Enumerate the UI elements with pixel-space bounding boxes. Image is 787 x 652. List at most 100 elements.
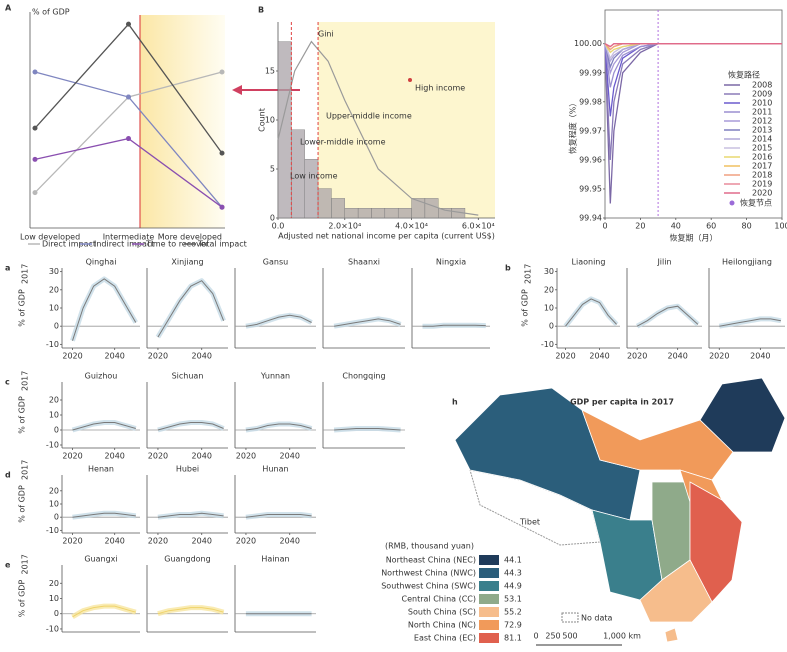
- scale-label: 250: [545, 632, 560, 641]
- x-tick-label: 2040: [192, 352, 212, 361]
- histogram-bar: [384, 207, 399, 219]
- x-tick-label: 2020: [62, 452, 82, 461]
- series-marker: [219, 204, 225, 210]
- x-tick-label: 2.0×10⁴: [328, 222, 361, 231]
- arrow-head: [232, 85, 242, 95]
- legend-swatch: [479, 620, 499, 630]
- legend-value: 44.3: [504, 569, 522, 578]
- series-line: [334, 428, 401, 431]
- y-axis-label: Count: [258, 108, 267, 132]
- panel-title: Ningxia: [436, 258, 466, 267]
- panel-label: A: [5, 4, 12, 13]
- panel-label: d: [5, 471, 11, 480]
- legend-swatch: [479, 633, 499, 643]
- legend-label: Total impact: [197, 240, 247, 249]
- scale-label: 0: [533, 632, 538, 641]
- panel-title: Guangdong: [164, 555, 210, 564]
- histogram-bar: [357, 207, 372, 219]
- y-tick-label: 100.00: [574, 39, 602, 48]
- legend-value: 72.9: [504, 621, 522, 630]
- scale-label: 500: [562, 632, 577, 641]
- series-marker: [32, 69, 38, 75]
- histogram-bar: [424, 198, 439, 219]
- panel-title: Liaoning: [572, 258, 606, 267]
- y-tick-label: 10: [49, 594, 59, 603]
- legend-swatch: [479, 555, 499, 565]
- y-tick-label: 99.98: [579, 97, 602, 106]
- panel-title: Chongqing: [342, 372, 385, 381]
- series-marker: [219, 69, 225, 75]
- x-tick-label: 20: [635, 222, 645, 231]
- legend-label: South China (SC): [408, 608, 476, 617]
- y-tick-label: 10: [49, 500, 59, 509]
- y-tick-label: -10: [46, 526, 59, 535]
- legend-label: 2008: [752, 81, 772, 90]
- x-tick-label: 0.0: [272, 222, 285, 231]
- y-axis-label: % of GDP 2017: [18, 371, 30, 434]
- histogram-bar: [344, 207, 359, 219]
- legend-label: 2015: [752, 144, 772, 153]
- plot-frame: [604, 9, 783, 219]
- y-tick-label: 0: [270, 214, 275, 223]
- y-tick-label: 0: [54, 322, 59, 331]
- series-line: [245, 423, 312, 431]
- y-axis-label-main: % of GDP: [18, 396, 27, 434]
- series-marker: [32, 156, 38, 162]
- series-line: [72, 422, 136, 431]
- series-marker: [126, 21, 131, 27]
- panel-title: Henan: [88, 465, 114, 474]
- annotation: Lower-middle income: [300, 138, 386, 147]
- annotation: Upper-middle income: [326, 112, 412, 121]
- panel-label: a: [5, 264, 10, 273]
- confidence-band: [157, 510, 224, 520]
- series-line: [422, 324, 486, 327]
- legend-label: Indirect impact: [94, 240, 154, 249]
- map-region: [639, 559, 713, 623]
- legend-label: Time to recover: [145, 240, 210, 249]
- legend-node-label: 恢复节点: [740, 198, 772, 208]
- series-line: [565, 298, 617, 327]
- panel-title: Shaanxi: [348, 258, 380, 267]
- y-axis-label-main: % of GDP: [18, 485, 27, 523]
- panel-label: e: [5, 561, 11, 570]
- annotation-marker: [408, 78, 412, 82]
- y-axis-label: % of GDP 2017: [521, 264, 533, 327]
- x-tick-label: 2020: [62, 352, 82, 361]
- y-axis-label: 恢复程度（%）: [568, 99, 578, 155]
- series-line: [157, 512, 224, 518]
- scale-label: 1,000 km: [603, 632, 641, 641]
- y-tick-label: 99.99: [579, 68, 602, 77]
- x-category-label: Intermediate: [103, 233, 155, 242]
- annotation: Gini: [318, 30, 334, 39]
- no-data-label: No data: [581, 614, 613, 623]
- x-category-label: Low developed: [20, 233, 80, 242]
- y-tick-label: 20: [544, 285, 554, 294]
- x-tick-label: 2020: [148, 537, 168, 546]
- x-category-label: More developed: [158, 233, 222, 242]
- confidence-band: [718, 316, 782, 329]
- x-tick-label: 2020: [555, 352, 575, 361]
- legend-label: Central China (CC): [402, 595, 476, 604]
- legend-value: 44.9: [504, 582, 522, 591]
- y-tick-label: -10: [46, 624, 59, 633]
- y-axis-label: % of GDP 2017: [18, 460, 30, 523]
- legend-label: North China (NC): [408, 621, 476, 630]
- legend-label: East China (EC): [414, 634, 476, 643]
- histogram-bar: [317, 188, 332, 219]
- series-line: [245, 314, 312, 327]
- x-tick-label: 2020: [236, 537, 256, 546]
- legend-label: 2019: [752, 180, 772, 189]
- y-tick-label: 30: [49, 267, 59, 276]
- y-axis-label: % of GDP 2017: [18, 554, 30, 617]
- panel-title: Gansu: [263, 258, 288, 267]
- y-tick-label: 0: [54, 609, 59, 618]
- legend-label: 2017: [752, 162, 772, 171]
- panel-label: c: [5, 378, 10, 387]
- y-tick-label: 10: [544, 304, 554, 313]
- y-tick-label: 15: [265, 67, 275, 76]
- series-marker: [126, 94, 131, 100]
- x-tick-label: 2040: [192, 537, 212, 546]
- legend-label: Direct impact: [42, 240, 96, 249]
- y-axis-label: % of GDP: [32, 8, 70, 17]
- x-tick-label: 0: [602, 222, 607, 231]
